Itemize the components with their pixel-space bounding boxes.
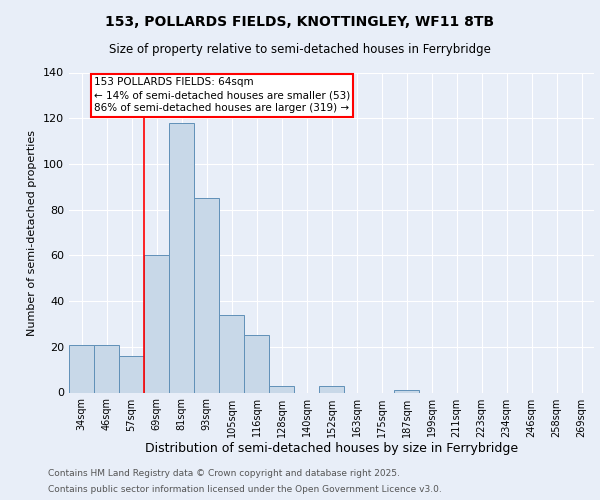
X-axis label: Distribution of semi-detached houses by size in Ferrybridge: Distribution of semi-detached houses by … [145,442,518,456]
Bar [119,356,144,393]
Bar [319,386,344,392]
Bar [244,336,269,392]
Bar [269,386,294,392]
Bar [169,123,194,392]
Bar [219,315,244,392]
Bar [94,344,119,393]
Bar [144,256,169,392]
Text: Size of property relative to semi-detached houses in Ferrybridge: Size of property relative to semi-detach… [109,42,491,56]
Bar [69,344,94,393]
Bar [194,198,219,392]
Text: 153, POLLARDS FIELDS, KNOTTINGLEY, WF11 8TB: 153, POLLARDS FIELDS, KNOTTINGLEY, WF11 … [106,15,494,29]
Y-axis label: Number of semi-detached properties: Number of semi-detached properties [28,130,37,336]
Bar [394,390,419,392]
Text: Contains HM Land Registry data © Crown copyright and database right 2025.: Contains HM Land Registry data © Crown c… [48,468,400,477]
Text: Contains public sector information licensed under the Open Government Licence v3: Contains public sector information licen… [48,485,442,494]
Text: 153 POLLARDS FIELDS: 64sqm
← 14% of semi-detached houses are smaller (53)
86% of: 153 POLLARDS FIELDS: 64sqm ← 14% of semi… [94,77,350,114]
